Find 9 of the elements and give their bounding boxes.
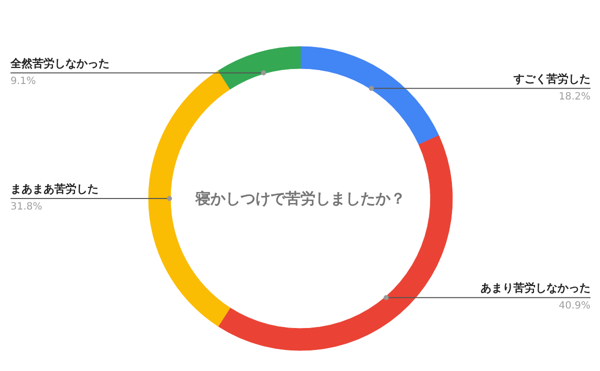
data-label: 18.2% — [558, 91, 591, 102]
text: 寝かしつけで苦労しましたか？ — [194, 190, 406, 208]
data-label: 9.1% — [10, 76, 36, 87]
slice-label: 全然苦労しなかった — [10, 56, 110, 70]
slice-label: まあまあ苦労した — [10, 182, 98, 196]
slice-label: あまり苦労しなかった — [480, 282, 590, 295]
data-label: 40.9% — [558, 300, 591, 312]
slice-label: すごく苦労した — [512, 72, 590, 86]
data-label: 31.8% — [10, 202, 42, 212]
